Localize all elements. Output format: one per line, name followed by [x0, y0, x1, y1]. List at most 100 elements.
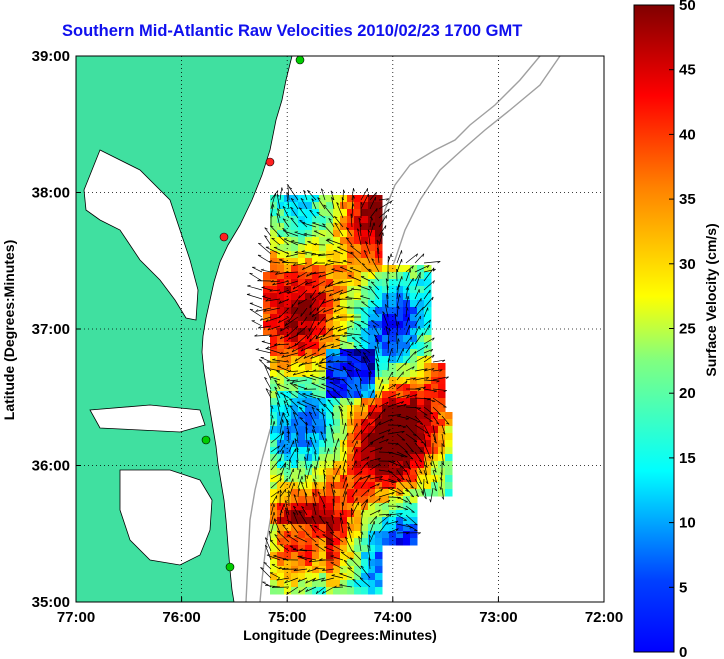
- velocity-arrow: [333, 396, 344, 408]
- velocity-arrowhead: [289, 520, 293, 523]
- velocity-arrowhead: [377, 457, 381, 461]
- velocity-cell: [445, 447, 453, 455]
- velocity-cell: [361, 552, 369, 560]
- velocity-cell: [361, 377, 369, 385]
- velocity-arrowhead: [395, 520, 399, 524]
- velocity-arrow: [330, 543, 344, 552]
- velocity-cell: [389, 398, 397, 406]
- velocity-cell: [368, 251, 376, 259]
- velocity-cell: [424, 286, 432, 294]
- velocity-cell: [382, 314, 390, 322]
- velocity-cell: [284, 510, 292, 518]
- velocity-cell: [340, 314, 348, 322]
- velocity-cell: [326, 447, 334, 455]
- velocity-cell: [319, 510, 327, 518]
- velocity-cell: [277, 440, 285, 448]
- colorbar-tick-label: 25: [679, 321, 696, 338]
- velocity-arrow: [312, 429, 317, 444]
- velocity-arrow: [414, 469, 423, 485]
- velocity-arrow: [396, 305, 399, 318]
- velocity-cell: [333, 510, 341, 518]
- velocity-arrowhead: [332, 334, 336, 337]
- velocity-cell: [417, 265, 425, 273]
- velocity-cell: [291, 307, 299, 315]
- velocity-arrow: [324, 448, 329, 462]
- velocity-arrowhead: [329, 423, 333, 427]
- velocity-cell: [333, 237, 341, 245]
- velocity-arrowhead: [273, 503, 275, 507]
- velocity-arrow: [360, 565, 371, 579]
- velocity-arrow: [382, 311, 389, 327]
- velocity-arrow: [339, 266, 353, 273]
- velocity-arrowhead: [391, 492, 395, 495]
- velocity-cell: [284, 202, 292, 210]
- velocity-cell: [277, 251, 285, 259]
- velocity-arrowhead: [283, 393, 287, 397]
- velocity-cell: [263, 272, 271, 280]
- velocity-cell: [319, 566, 327, 574]
- velocity-arrow: [414, 397, 431, 400]
- velocity-arrow: [279, 544, 290, 552]
- velocity-arrow: [405, 451, 414, 460]
- velocity-arrowhead: [341, 502, 345, 506]
- velocity-arrowhead: [288, 336, 291, 340]
- velocity-arrow: [298, 525, 308, 534]
- velocity-arrow: [423, 388, 437, 392]
- velocity-cell: [284, 433, 292, 441]
- velocity-cell: [284, 209, 292, 217]
- velocity-arrow: [423, 319, 431, 327]
- velocity-arrowhead: [376, 338, 379, 342]
- velocity-arrowhead: [308, 411, 312, 415]
- velocity-arrowhead: [277, 402, 280, 406]
- velocity-arrowhead: [385, 198, 390, 201]
- y-tick-label: 36:00: [32, 458, 70, 475]
- velocity-arrow: [283, 230, 299, 237]
- colorbar-tick-label: 15: [679, 450, 696, 467]
- velocity-cell: [319, 573, 327, 581]
- velocity-arrowhead: [270, 225, 274, 228]
- velocity-arrowhead: [432, 267, 435, 272]
- velocity-cell: [347, 447, 355, 455]
- velocity-cell: [368, 195, 376, 203]
- velocity-cell: [333, 433, 341, 441]
- velocity-arrowhead: [289, 382, 294, 384]
- velocity-cell: [347, 286, 355, 294]
- velocity-arrowhead: [362, 356, 366, 360]
- velocity-arrow: [369, 421, 381, 435]
- velocity-arrow: [278, 289, 290, 295]
- velocity-arrowhead: [331, 345, 334, 349]
- velocity-cell: [326, 545, 334, 553]
- velocity-cell: [361, 524, 369, 532]
- velocity-field: [263, 195, 453, 595]
- velocity-cell: [305, 279, 313, 287]
- velocity-arrow: [343, 560, 353, 570]
- velocity-arrowhead: [332, 353, 335, 357]
- velocity-cell: [375, 538, 383, 546]
- velocity-cell: [403, 426, 411, 434]
- velocity-arrowhead: [374, 334, 378, 337]
- velocity-arrow: [441, 415, 450, 425]
- velocity-cell: [368, 517, 376, 525]
- velocity-arrowhead: [337, 328, 341, 332]
- velocity-arrowhead: [307, 190, 311, 192]
- velocity-cell: [319, 587, 327, 595]
- velocity-cell: [277, 482, 285, 490]
- velocity-cell: [361, 307, 369, 315]
- velocity-arrow: [378, 499, 391, 507]
- velocity-cell: [291, 398, 299, 406]
- velocity-arrow: [279, 352, 290, 355]
- velocity-arrowhead: [324, 263, 328, 266]
- velocity-cell: [445, 412, 453, 420]
- velocity-cell: [326, 468, 334, 476]
- velocity-arrowhead: [381, 435, 385, 439]
- velocity-cell: [382, 433, 390, 441]
- velocity-arrow: [273, 555, 290, 561]
- velocity-arrowhead: [323, 504, 326, 508]
- velocity-arrowhead: [297, 274, 300, 278]
- velocity-cell: [333, 300, 341, 308]
- velocity-arrowhead: [276, 212, 280, 216]
- velocity-arrowhead: [396, 528, 399, 532]
- velocity-cell: [305, 335, 313, 343]
- velocity-cell: [263, 293, 271, 301]
- velocity-arrow: [396, 469, 405, 481]
